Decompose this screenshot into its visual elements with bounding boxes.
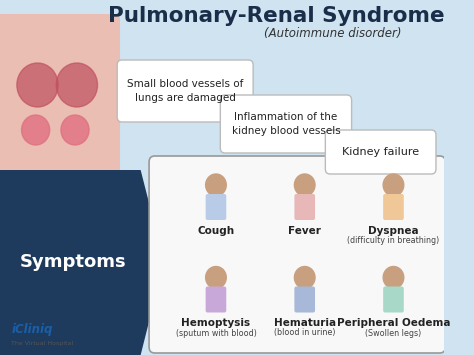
FancyBboxPatch shape (383, 286, 404, 312)
Text: Kidney failure: Kidney failure (342, 147, 419, 157)
FancyBboxPatch shape (383, 194, 404, 220)
Circle shape (206, 267, 226, 289)
Circle shape (383, 174, 404, 196)
Circle shape (56, 63, 98, 107)
Text: (Autoimmune disorder): (Autoimmune disorder) (264, 27, 401, 40)
FancyBboxPatch shape (206, 286, 226, 312)
FancyBboxPatch shape (294, 286, 315, 312)
FancyBboxPatch shape (206, 194, 226, 220)
Text: Cough: Cough (197, 226, 235, 236)
FancyBboxPatch shape (294, 194, 315, 220)
Text: (Swollen legs): (Swollen legs) (365, 328, 421, 338)
Circle shape (61, 115, 89, 145)
Circle shape (17, 63, 58, 107)
Text: Dyspnea: Dyspnea (368, 226, 419, 236)
Text: Inflammation of the
kidney blood vessels: Inflammation of the kidney blood vessels (232, 113, 340, 136)
Text: (sputum with blood): (sputum with blood) (175, 328, 256, 338)
Text: Fever: Fever (288, 226, 321, 236)
Text: Hemoptysis: Hemoptysis (182, 318, 251, 328)
Circle shape (294, 174, 315, 196)
Circle shape (206, 174, 226, 196)
Text: (blood in urine): (blood in urine) (274, 328, 336, 338)
Circle shape (294, 267, 315, 289)
FancyBboxPatch shape (0, 14, 120, 181)
Text: (difficulty in breathing): (difficulty in breathing) (347, 236, 439, 245)
FancyBboxPatch shape (149, 156, 446, 353)
Text: Peripheral Oedema: Peripheral Oedema (337, 318, 450, 328)
Text: Small blood vessels of
lungs are damaged: Small blood vessels of lungs are damaged (127, 80, 243, 103)
Text: The Virtual Hospital: The Virtual Hospital (11, 340, 73, 345)
Circle shape (21, 115, 50, 145)
FancyBboxPatch shape (220, 95, 352, 153)
Polygon shape (0, 170, 164, 355)
Text: Symptoms: Symptoms (20, 253, 127, 271)
FancyBboxPatch shape (117, 60, 253, 122)
Circle shape (383, 267, 404, 289)
Text: Pulmonary-Renal Syndrome: Pulmonary-Renal Syndrome (108, 6, 445, 26)
FancyBboxPatch shape (325, 130, 436, 174)
Text: iCliniq: iCliniq (11, 323, 53, 337)
Text: Hematuria: Hematuria (273, 318, 336, 328)
